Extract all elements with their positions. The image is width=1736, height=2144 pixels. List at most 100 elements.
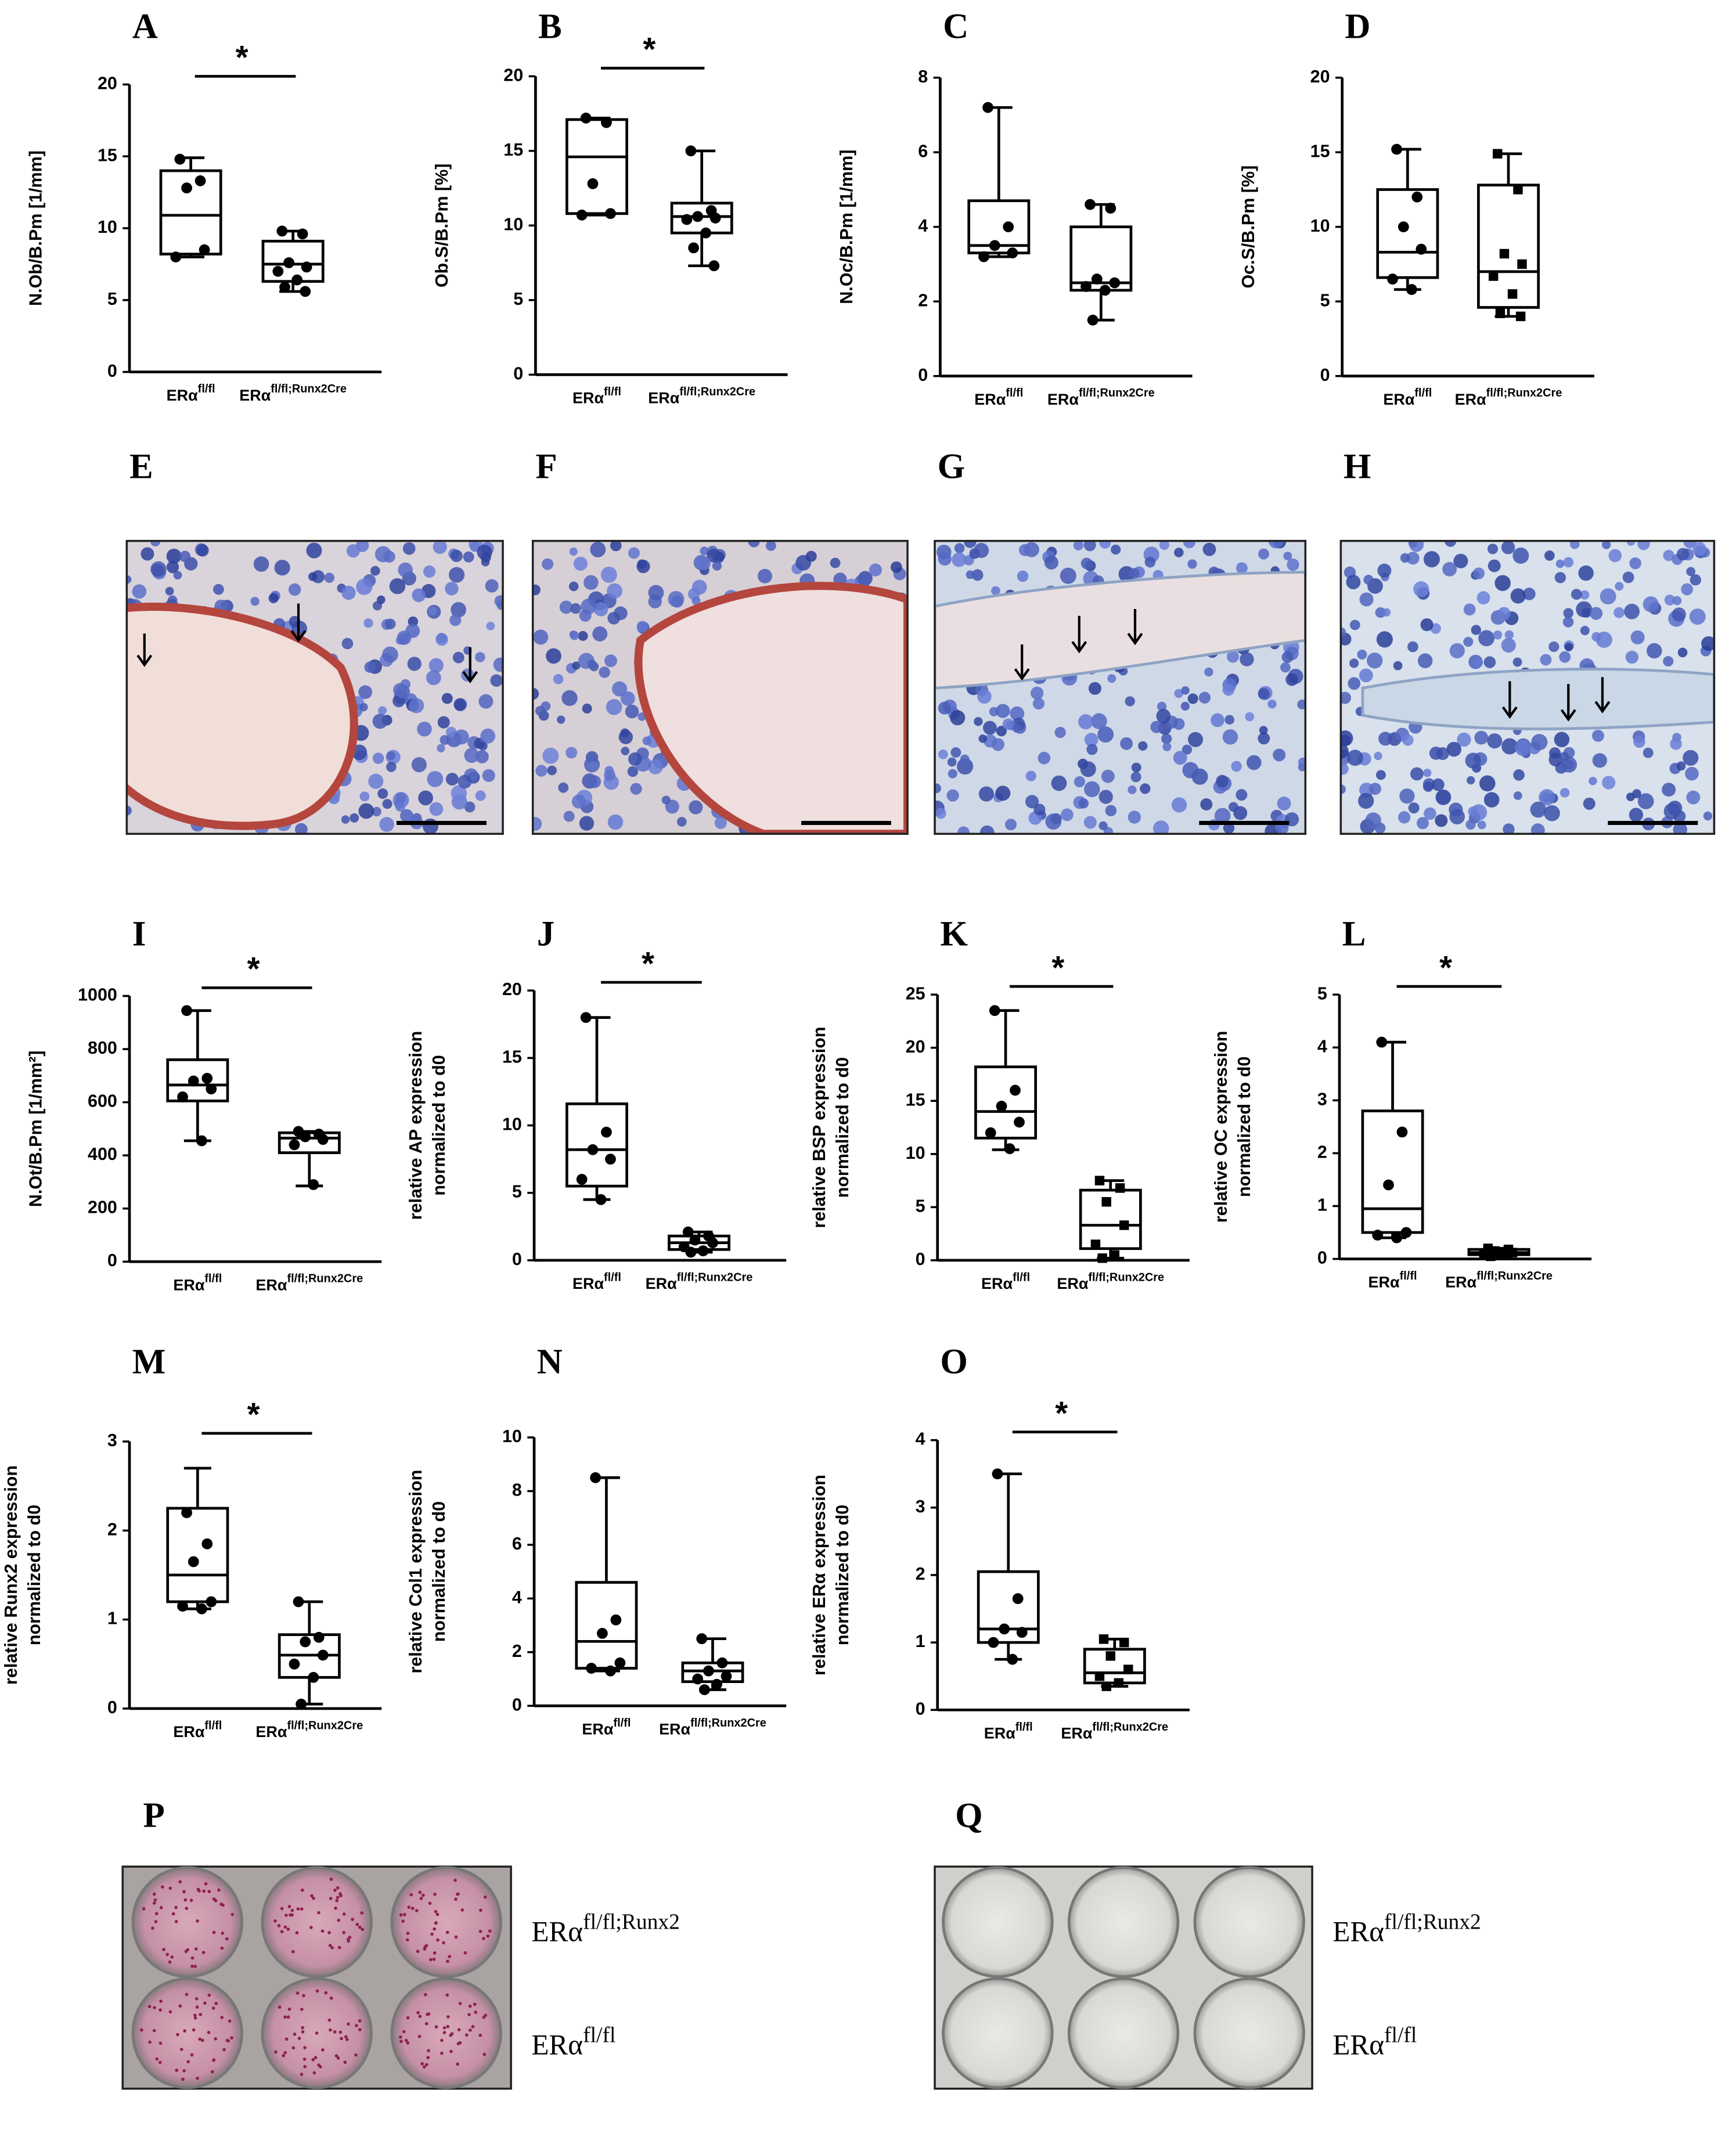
cell (991, 586, 1000, 596)
cell (382, 799, 392, 809)
cell (1563, 608, 1573, 618)
cell (1544, 805, 1560, 821)
stain-dot (336, 2056, 340, 2060)
y-tick-label: 3 (107, 1430, 117, 1450)
stain-dot (225, 1937, 229, 1941)
cell (1182, 762, 1199, 779)
cell (1051, 775, 1067, 791)
stain-dot (303, 2046, 307, 2049)
cell (996, 704, 1010, 718)
cell (1583, 797, 1595, 810)
stain-dot (152, 1901, 156, 1905)
data-point (989, 1005, 1000, 1017)
plate-label: ERαfl/fl (1332, 2023, 1417, 2060)
data-point (1376, 1036, 1388, 1048)
cell (370, 565, 380, 576)
cell (150, 540, 161, 547)
cell (1465, 819, 1476, 830)
cell (1359, 592, 1374, 607)
cell (288, 583, 301, 596)
cell (546, 648, 561, 664)
stain-dot (155, 2057, 159, 2061)
micrograph-content (127, 540, 503, 834)
cell (1187, 559, 1197, 569)
y-tick-label: 15 (1310, 141, 1330, 161)
cell (1637, 540, 1650, 550)
stain-dot (286, 1927, 290, 1931)
cell (691, 596, 701, 606)
cell (935, 808, 946, 819)
stain-dot (207, 2031, 211, 2034)
cell (1647, 643, 1662, 659)
box (166, 1058, 229, 1102)
significance: * (247, 950, 260, 987)
cell (132, 584, 147, 599)
cell (411, 757, 427, 773)
x-tick-label: ERαfl/fl;Runx2Cre (1057, 1271, 1164, 1293)
cell (1347, 750, 1363, 766)
cell (599, 666, 610, 678)
cell (1258, 688, 1270, 700)
cell (127, 575, 132, 584)
cell (1578, 565, 1594, 581)
cell (578, 630, 588, 641)
data-point (1016, 1627, 1028, 1638)
cell (1512, 547, 1529, 564)
box (974, 1065, 1038, 1140)
micrograph (531, 539, 909, 835)
panel-letter: P (143, 1796, 164, 1835)
cell (648, 585, 664, 601)
data-point (996, 1101, 1007, 1112)
stain-dot (162, 1948, 165, 1951)
cell (417, 722, 432, 737)
data-point (697, 1245, 709, 1256)
stain-dot (337, 1945, 341, 1950)
cell (1267, 700, 1277, 709)
stain-dot (334, 2054, 338, 2057)
stain-dot (336, 1886, 340, 1890)
data-point (317, 1649, 329, 1661)
cell (1281, 651, 1294, 663)
cell (621, 747, 630, 755)
cell (1624, 603, 1640, 619)
cell (1445, 540, 1457, 547)
cell (165, 586, 174, 596)
data-point (1099, 284, 1111, 296)
stain-dot (482, 2052, 487, 2056)
stain-dot (211, 2006, 215, 2010)
y-tick-label: 10 (503, 214, 523, 234)
data-point (181, 1507, 192, 1519)
cell (463, 551, 474, 563)
cell (402, 542, 416, 555)
data-point (1396, 1126, 1408, 1138)
cell (428, 658, 444, 673)
cell (1602, 776, 1616, 790)
stain-dot (406, 1938, 409, 1942)
cell (475, 652, 485, 662)
panel-letter: D (1345, 8, 1370, 46)
y-tick-label: 6 (512, 1534, 522, 1554)
x-tick-label: ERαfl/fl;Runx2Cre (1455, 387, 1562, 409)
cell (1240, 652, 1254, 666)
cell (196, 544, 209, 557)
cell (1224, 715, 1234, 725)
cell (1625, 650, 1639, 664)
stain-dot (222, 2048, 226, 2052)
stain-dot (220, 1946, 224, 1950)
data-point (692, 1673, 704, 1685)
cell (607, 814, 624, 830)
x-tick-label: ERαfl/fl;Runx2Cre (659, 1717, 766, 1738)
y-axis-label: normalized to d0 (429, 1501, 449, 1642)
data-point (279, 282, 290, 293)
cell (1457, 732, 1471, 747)
y-tick-label: 1000 (78, 985, 117, 1005)
cell (1530, 823, 1545, 834)
cell (1083, 540, 1096, 552)
y-tick-label: 5 (1317, 983, 1327, 1003)
cell (1613, 607, 1625, 618)
y-tick-label: 15 (503, 140, 523, 160)
cell (1367, 653, 1383, 669)
stain-dot (287, 1905, 291, 1908)
data-point (1123, 1664, 1133, 1674)
cell (1501, 540, 1515, 554)
